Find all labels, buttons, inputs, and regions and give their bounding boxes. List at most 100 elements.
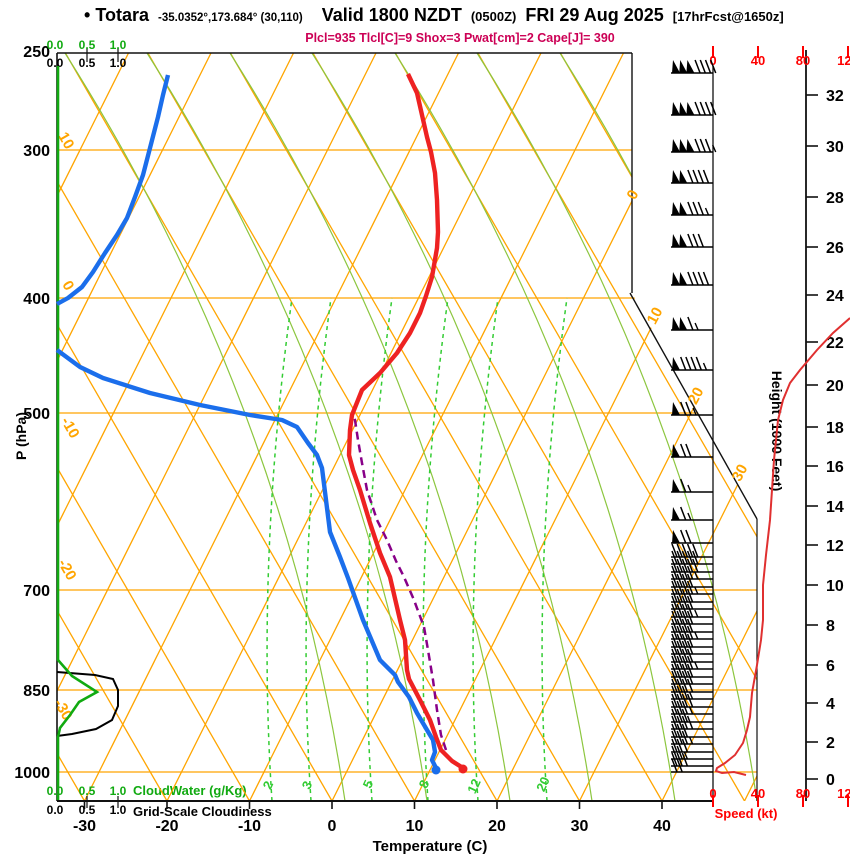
valid-time: Valid 1800 NZDT <box>321 5 462 25</box>
svg-text:850: 850 <box>23 683 50 700</box>
svg-text:10: 10 <box>644 305 667 328</box>
svg-text:22: 22 <box>826 335 844 352</box>
svg-text:24: 24 <box>826 288 844 305</box>
wind-barb <box>671 603 713 618</box>
svg-text:0.0: 0.0 <box>47 56 64 70</box>
wind-barb <box>671 565 713 580</box>
wind-barb <box>671 693 713 708</box>
svg-text:32: 32 <box>826 88 844 105</box>
svg-text:-20: -20 <box>155 818 178 835</box>
svg-text:0.5: 0.5 <box>79 803 96 817</box>
wind-barb <box>671 655 713 670</box>
title-bullet: • <box>84 5 91 25</box>
svg-text:0: 0 <box>709 53 716 68</box>
svg-text:40: 40 <box>751 786 765 801</box>
wind-barb <box>671 610 713 625</box>
svg-text:20: 20 <box>533 774 553 793</box>
svg-text:10: 10 <box>406 818 424 835</box>
wind-barb <box>671 478 713 493</box>
svg-text:0: 0 <box>709 786 716 801</box>
wind-barb <box>671 543 713 558</box>
wind-barb <box>671 550 713 565</box>
svg-text:120: 120 <box>837 53 850 68</box>
surface-temperature-dot <box>458 764 468 774</box>
svg-text:40: 40 <box>751 53 765 68</box>
wind-barb <box>671 685 713 700</box>
wind-barb <box>671 618 713 633</box>
svg-text:80: 80 <box>796 53 810 68</box>
svg-text:0: 0 <box>826 772 835 789</box>
svg-text:0: 0 <box>328 818 337 835</box>
surface-dewpoint-dot <box>431 765 441 775</box>
wind-barb <box>671 758 713 773</box>
wind-barb <box>671 678 713 693</box>
svg-text:0: 0 <box>624 187 643 202</box>
svg-text:80: 80 <box>796 786 810 801</box>
wind-barb <box>671 271 713 286</box>
svg-text:1000: 1000 <box>14 765 50 782</box>
grid-scale-cloudiness-profile <box>56 671 119 737</box>
svg-text:1.0: 1.0 <box>110 803 127 817</box>
svg-text:1.0: 1.0 <box>110 784 127 798</box>
svg-text:-10: -10 <box>57 414 83 441</box>
sounding-parameters: Plcl=935 Tlcl[C]=9 Shox=3 Pwat[cm]=2 Cap… <box>305 31 615 45</box>
wind-barb <box>671 670 713 685</box>
wind-barb <box>671 633 713 648</box>
svg-text:1.0: 1.0 <box>110 38 127 52</box>
dewpoint-trace-lower <box>55 348 438 769</box>
valid-date: FRI 29 Aug 2025 <box>525 5 664 25</box>
svg-text:700: 700 <box>23 583 50 600</box>
wind-barb <box>671 356 713 371</box>
svg-text:500: 500 <box>23 406 50 423</box>
svg-text:0.5: 0.5 <box>79 38 96 52</box>
svg-text:40: 40 <box>653 818 671 835</box>
svg-text:18: 18 <box>826 420 844 437</box>
wind-barb <box>671 595 713 610</box>
wind-barb <box>671 233 713 248</box>
svg-text:1.0: 1.0 <box>110 56 127 70</box>
svg-text:120: 120 <box>837 786 850 801</box>
station-coords: -35.0352°,173.684° (30,110) <box>158 12 303 24</box>
svg-text:10: 10 <box>826 578 844 595</box>
svg-text:16: 16 <box>826 459 844 476</box>
wind-barb <box>671 529 713 544</box>
cloudwater-profile <box>56 66 100 800</box>
wind-barb <box>671 580 713 595</box>
wind-barb <box>671 730 713 745</box>
svg-text:5: 5 <box>360 778 377 791</box>
wind-barb <box>671 558 713 573</box>
zulu-time: (0500Z) <box>470 9 517 24</box>
wind-barb <box>671 723 713 738</box>
svg-text:30: 30 <box>826 139 844 156</box>
svg-text:2: 2 <box>260 779 277 792</box>
svg-text:-30: -30 <box>50 696 76 723</box>
wind-barb <box>671 708 713 723</box>
svg-text:12: 12 <box>464 776 484 795</box>
wind-barb <box>671 752 713 767</box>
wind-barb <box>671 625 713 640</box>
svg-text:28: 28 <box>826 190 844 207</box>
temperature-trace <box>346 73 465 770</box>
sounding-profiles <box>55 73 468 775</box>
wind-barb <box>671 138 717 153</box>
wind-barb <box>671 700 713 715</box>
station-name: Totara <box>95 5 149 25</box>
wind-barb <box>671 640 713 655</box>
wind-speed-profile <box>714 317 850 776</box>
svg-text:12: 12 <box>826 538 844 555</box>
background-grid <box>57 53 757 801</box>
svg-text:20: 20 <box>826 378 844 395</box>
temperature-axis-title: Temperature (C) <box>372 838 488 855</box>
wind-barb <box>671 588 713 603</box>
svg-text:4: 4 <box>826 696 835 713</box>
svg-text:20: 20 <box>488 818 506 835</box>
wind-barb <box>671 738 713 753</box>
svg-text:0.5: 0.5 <box>79 784 96 798</box>
svg-text:3: 3 <box>299 779 316 792</box>
forecast-tag: [17hrFcst@1650z] <box>672 9 784 24</box>
wind-barb <box>671 506 713 521</box>
wind-barb <box>671 648 713 663</box>
